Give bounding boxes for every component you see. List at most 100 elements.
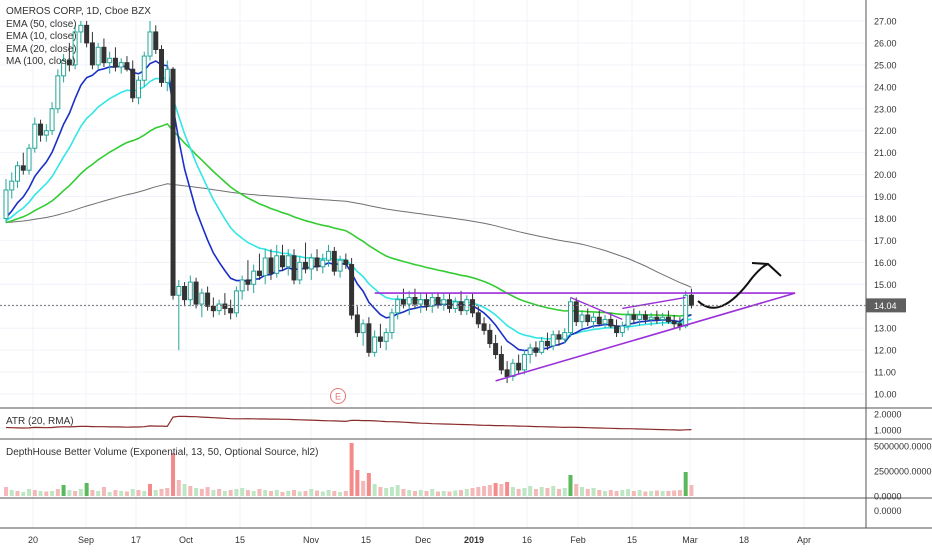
candle-body bbox=[562, 332, 568, 340]
candle-body bbox=[602, 318, 608, 325]
candle-body bbox=[429, 296, 435, 307]
candle-body bbox=[135, 79, 141, 99]
price-tick-label: 12.00 bbox=[874, 346, 897, 356]
price-tick-label: 21.00 bbox=[874, 148, 897, 158]
volume-bar bbox=[21, 492, 26, 496]
candle-body bbox=[585, 314, 591, 323]
candle-body bbox=[101, 46, 107, 64]
candle-body bbox=[567, 301, 573, 334]
candle-body bbox=[395, 299, 401, 314]
candle-body bbox=[596, 316, 602, 325]
candle-body bbox=[435, 296, 441, 305]
candle-body bbox=[665, 316, 671, 323]
candle-body bbox=[124, 62, 130, 70]
volume-bar bbox=[689, 485, 694, 496]
candle-body bbox=[475, 312, 481, 325]
volume-bar bbox=[205, 487, 210, 496]
volume-bar bbox=[516, 489, 521, 496]
volume-bar bbox=[4, 487, 8, 496]
candle-body bbox=[619, 325, 625, 334]
volume-bar bbox=[637, 490, 642, 496]
candle-body bbox=[423, 299, 429, 307]
volume-bar bbox=[130, 489, 135, 496]
candle-body bbox=[406, 296, 412, 305]
volume-bar bbox=[459, 490, 464, 496]
volume-bar bbox=[677, 490, 682, 496]
candle-body bbox=[343, 259, 349, 266]
volume-bar bbox=[234, 489, 239, 496]
volume-bar bbox=[73, 491, 78, 496]
candle-body bbox=[412, 296, 418, 305]
time-tick-label: 18 bbox=[739, 535, 749, 545]
volume-bar bbox=[84, 483, 89, 496]
candle-body bbox=[20, 165, 26, 171]
volume-bar bbox=[61, 485, 66, 496]
candle-body bbox=[608, 318, 614, 327]
candle-body bbox=[3, 189, 9, 219]
atr-pane-label: ATR (20, RMA) bbox=[6, 416, 74, 427]
candle-body bbox=[274, 255, 280, 274]
candle-body bbox=[337, 259, 343, 272]
empty-pane-tick-label: 0.0000 bbox=[874, 506, 902, 516]
volume-bar bbox=[378, 487, 383, 496]
volume-bar bbox=[338, 492, 343, 496]
volume-bar bbox=[148, 484, 152, 496]
candle-body bbox=[550, 334, 556, 347]
event-marker bbox=[330, 388, 346, 404]
trendline-segment bbox=[622, 296, 686, 310]
volume-bar bbox=[240, 488, 245, 496]
volume-bar bbox=[574, 484, 579, 496]
candle-body bbox=[326, 250, 332, 261]
volume-bar bbox=[424, 491, 429, 496]
volume-bar bbox=[389, 487, 394, 496]
candle-body bbox=[32, 123, 38, 149]
volume-bar bbox=[268, 491, 273, 496]
volume-bar bbox=[608, 490, 613, 496]
candle-body bbox=[239, 279, 245, 292]
ma100-line bbox=[5, 183, 692, 288]
volume-bar bbox=[297, 491, 302, 496]
atr-tick-label: 1.0000 bbox=[874, 425, 902, 435]
candle-body bbox=[498, 354, 504, 371]
time-tick-label: Oct bbox=[179, 535, 194, 545]
candle-body bbox=[112, 57, 118, 68]
candle-body bbox=[671, 321, 677, 325]
candle-body bbox=[205, 292, 211, 307]
volume-bar bbox=[436, 491, 440, 496]
candle-body bbox=[72, 31, 78, 66]
volume-bar bbox=[222, 491, 227, 496]
candle-body bbox=[308, 257, 314, 270]
volume-bar bbox=[142, 491, 147, 496]
volume-bar bbox=[211, 490, 216, 496]
candle-body bbox=[544, 340, 550, 347]
projection-arrow-path bbox=[697, 263, 769, 309]
volume-tick-label: 0.0000 bbox=[874, 492, 902, 502]
candle-body bbox=[176, 286, 182, 296]
time-tick-label: 16 bbox=[522, 535, 532, 545]
volume-bar bbox=[159, 489, 164, 496]
last-price-label: 14.04 bbox=[874, 301, 897, 311]
candle-body bbox=[389, 312, 395, 334]
volume-bar bbox=[280, 492, 285, 496]
trendline-segment bbox=[570, 296, 623, 321]
volume-bar bbox=[292, 490, 296, 496]
volume-bar bbox=[660, 491, 665, 496]
candle-body bbox=[55, 75, 61, 110]
volume-bar bbox=[153, 490, 158, 496]
volume-bar bbox=[556, 489, 561, 496]
candle-body bbox=[15, 165, 21, 182]
volume-bar bbox=[672, 490, 677, 496]
price-tick-label: 25.00 bbox=[874, 60, 897, 70]
candle-body bbox=[66, 59, 72, 66]
candle-body bbox=[256, 270, 262, 277]
candle-body bbox=[262, 257, 268, 277]
candle-body bbox=[61, 59, 67, 77]
price-tick-label: 18.00 bbox=[874, 214, 897, 224]
volume-bar bbox=[96, 491, 101, 496]
candle-body bbox=[187, 281, 193, 301]
legend-ma100: MA (100, close) bbox=[6, 56, 76, 67]
ema20-line bbox=[5, 76, 692, 340]
candle-body bbox=[331, 250, 337, 272]
